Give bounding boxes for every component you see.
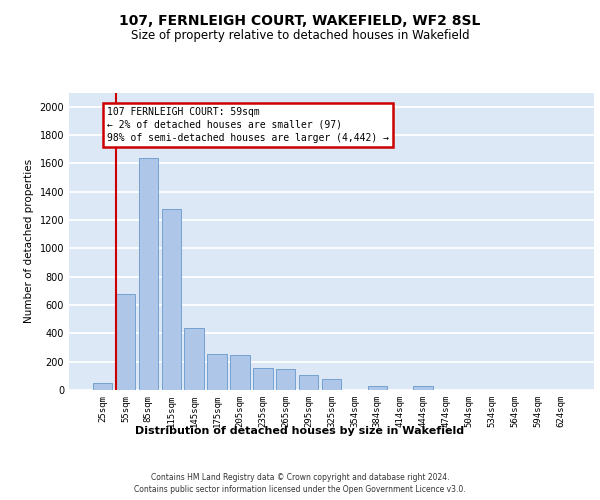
Bar <box>276 369 295 390</box>
Bar <box>116 294 135 390</box>
Text: Contains HM Land Registry data © Crown copyright and database right 2024.
Contai: Contains HM Land Registry data © Crown c… <box>134 472 466 494</box>
Bar <box>161 208 181 390</box>
Text: Size of property relative to detached houses in Wakefield: Size of property relative to detached ho… <box>131 29 469 42</box>
Bar <box>93 383 112 390</box>
Text: 107, FERNLEIGH COURT, WAKEFIELD, WF2 8SL: 107, FERNLEIGH COURT, WAKEFIELD, WF2 8SL <box>119 14 481 28</box>
Bar <box>208 354 227 390</box>
Bar <box>368 386 387 390</box>
Bar <box>184 328 204 390</box>
Text: Distribution of detached houses by size in Wakefield: Distribution of detached houses by size … <box>136 426 464 436</box>
Bar <box>253 368 272 390</box>
Y-axis label: Number of detached properties: Number of detached properties <box>24 159 34 324</box>
Bar <box>139 158 158 390</box>
Bar <box>322 378 341 390</box>
Bar <box>230 354 250 390</box>
Bar <box>413 386 433 390</box>
Bar <box>299 375 319 390</box>
Text: 107 FERNLEIGH COURT: 59sqm
← 2% of detached houses are smaller (97)
98% of semi-: 107 FERNLEIGH COURT: 59sqm ← 2% of detac… <box>107 106 389 143</box>
